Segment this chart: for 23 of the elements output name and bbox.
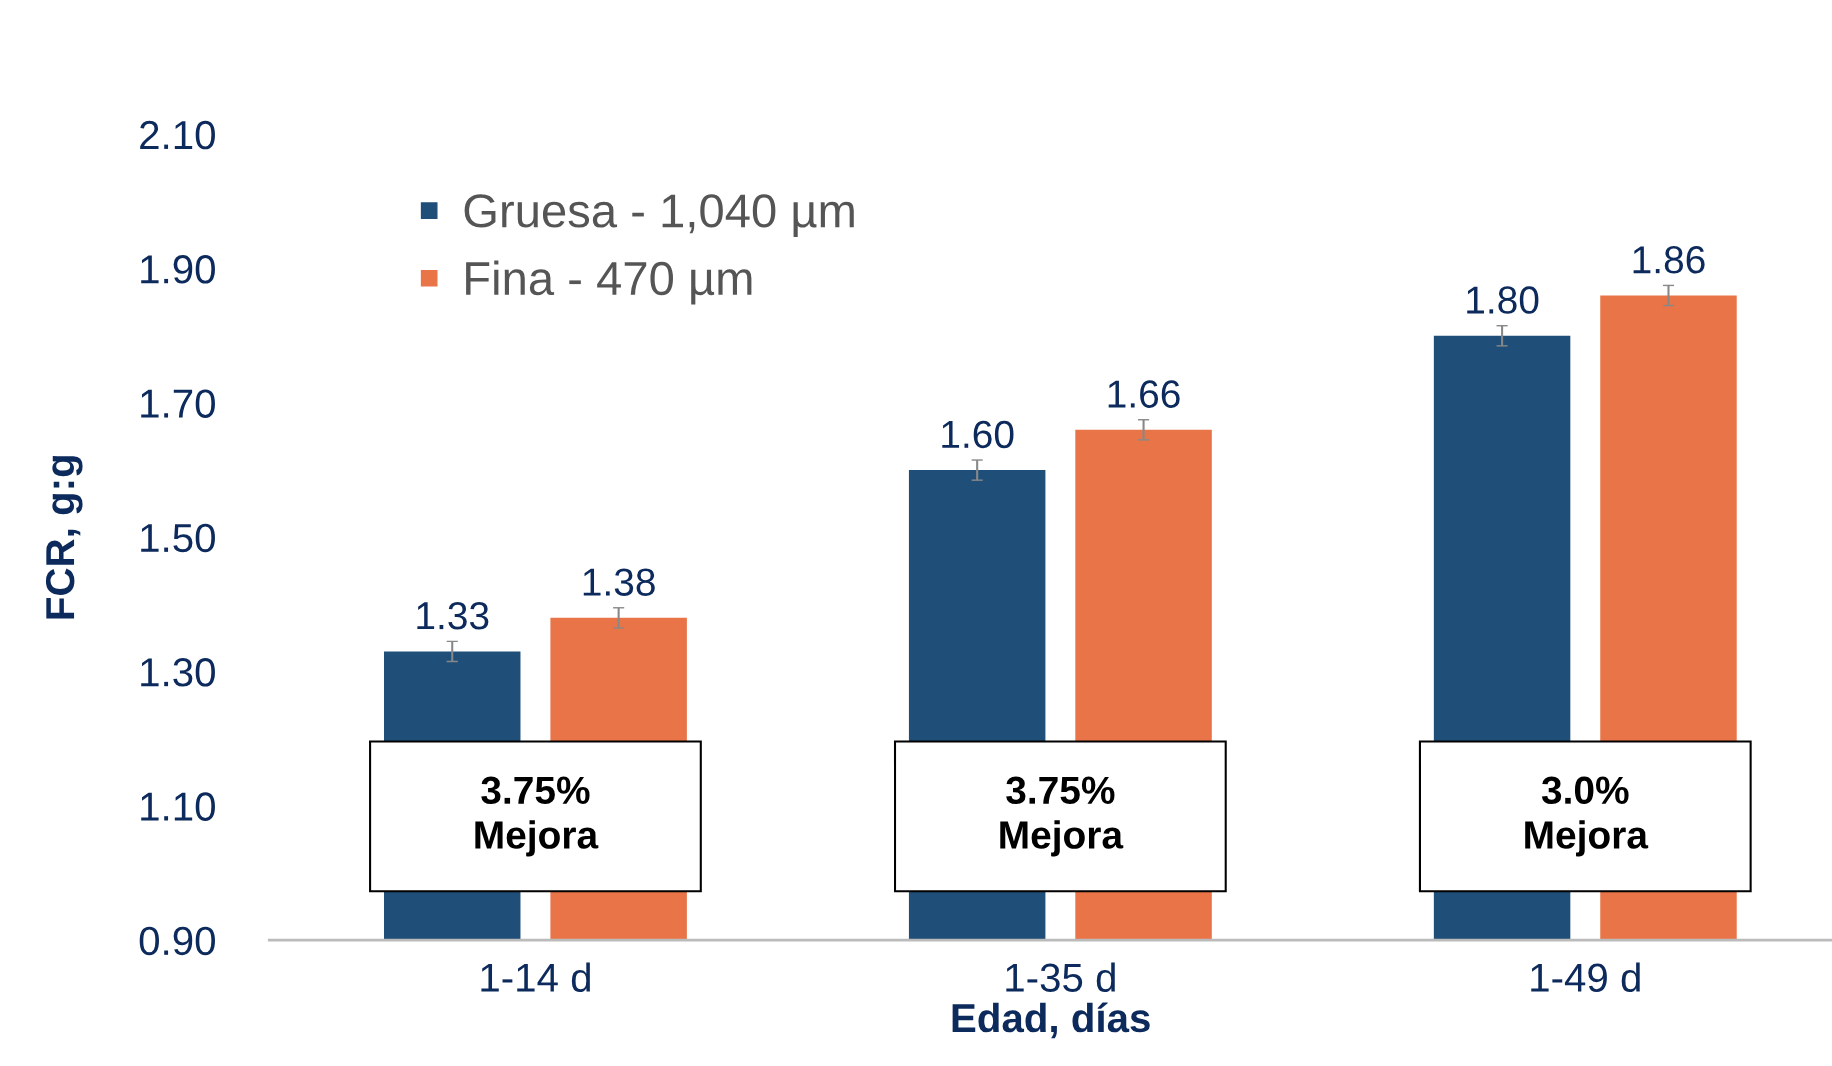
y-tick-label: 1.50	[141, 523, 215, 553]
annotation: 3.75% Mejora	[475, 776, 599, 857]
annotation: 3.75% Mejora	[1000, 776, 1124, 857]
x-axis-title: Edad, días	[952, 1002, 1150, 1039]
y-tick-label: 1.30	[141, 658, 215, 687]
data-label: 1.60	[942, 420, 1014, 449]
x-tick-label: 1-35 d	[1006, 962, 1115, 993]
y-tick-label: 2.10	[140, 120, 215, 150]
data-label: 1.66	[1108, 380, 1180, 408]
annotation: 3.0% Mejora	[1525, 776, 1649, 857]
y-tick-label: 1.90	[141, 255, 215, 284]
data-label: 1.80	[1467, 286, 1539, 314]
data-label: 1.38	[583, 568, 655, 596]
legend-label: Fina - 470 µm	[466, 260, 752, 305]
y-axis-title: FCR, g:g	[45, 456, 83, 619]
y-tick-label: 0.90	[139, 926, 215, 956]
legend-label: Gruesa - 1,040 µm	[464, 194, 854, 237]
data-label: 1.33	[417, 601, 489, 630]
x-tick-label: 1-14 d	[481, 962, 590, 993]
data-label: 1.86	[1633, 246, 1705, 274]
y-tick-label: 1.70	[141, 389, 215, 418]
x-tick-label: 1-49 d	[1531, 962, 1640, 993]
y-tick-label: 1.10	[141, 792, 215, 821]
